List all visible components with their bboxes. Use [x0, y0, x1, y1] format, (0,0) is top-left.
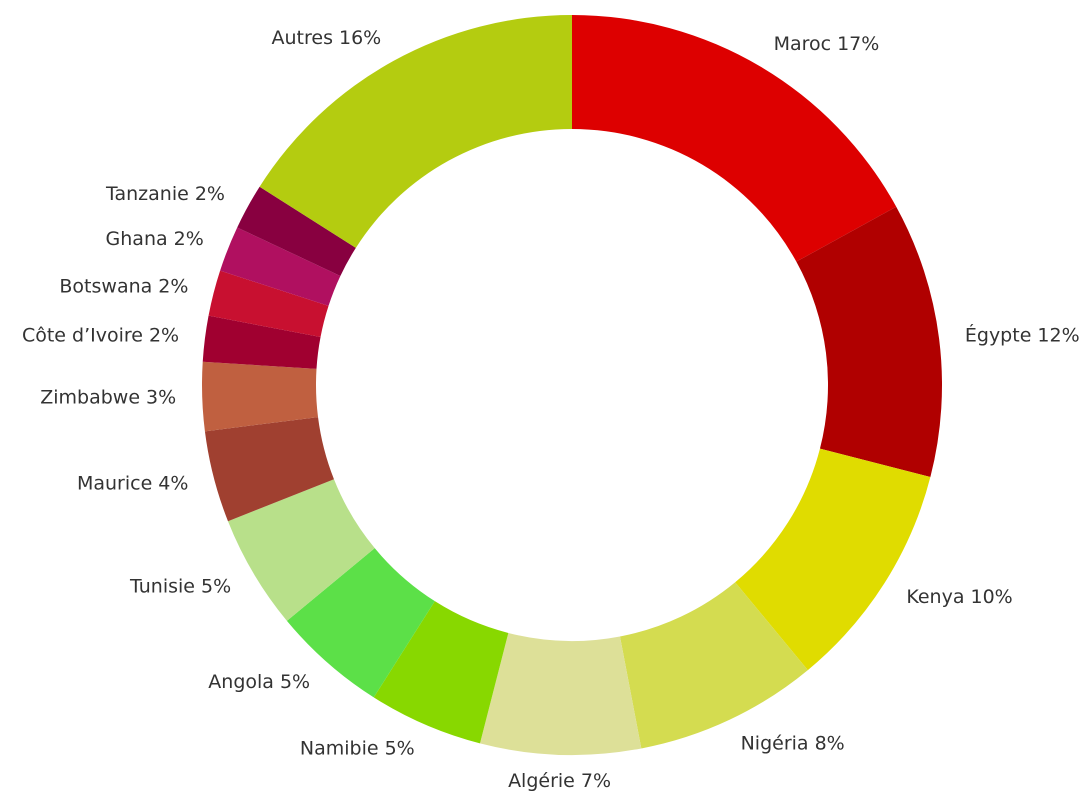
donut-slice [227, 479, 375, 621]
category-name: Maurice [77, 472, 152, 494]
value-label: 16% [339, 26, 381, 48]
donut-slice [208, 270, 329, 338]
category-name: Tunisie [129, 575, 195, 597]
value-label: 17% [837, 33, 879, 55]
value-label: 2% [174, 228, 204, 250]
slice-label: Zimbabwe 3% [40, 386, 176, 408]
donut-slice [479, 632, 642, 755]
donut-slice [619, 582, 808, 749]
value-label: 2% [149, 324, 179, 346]
slice-label: Angola 5% [208, 671, 310, 693]
slice-label: Maroc 17% [774, 33, 880, 55]
donut-slice [237, 186, 356, 277]
slice-label: Algérie 7% [508, 769, 611, 791]
donut-slice [572, 15, 897, 262]
value-label: 2% [158, 275, 188, 297]
slice-label: Botswana 2% [59, 275, 188, 297]
category-name: Maroc [774, 33, 832, 55]
slice-label: Autres 16% [272, 26, 382, 48]
value-label: 5% [280, 671, 310, 693]
donut-slice [796, 206, 942, 478]
category-name: Égypte [965, 323, 1032, 346]
slice-label: Nigéria 8% [741, 732, 845, 754]
slice-label: Ghana 2% [106, 228, 204, 250]
category-name: Angola [208, 671, 274, 693]
value-label: 7% [581, 769, 611, 791]
category-name: Nigéria [741, 732, 809, 754]
category-name: Zimbabwe [40, 386, 140, 408]
slice-label: Côte d’Ivoire 2% [22, 324, 179, 346]
value-label: 3% [146, 386, 176, 408]
slice-label: Kenya 10% [906, 586, 1012, 608]
donut-slice [202, 361, 319, 432]
category-name: Ghana [106, 228, 168, 250]
donut-slice [202, 315, 321, 369]
slice-label: Égypte 12% [965, 323, 1080, 346]
value-label: 12% [1037, 324, 1079, 346]
value-label: 8% [815, 732, 845, 754]
slice-label: Tunisie 5% [129, 575, 231, 597]
category-name: Algérie [508, 769, 575, 791]
category-name: Autres [272, 26, 333, 48]
value-label: 5% [201, 575, 231, 597]
value-label: 4% [158, 472, 188, 494]
donut-slice [286, 548, 435, 698]
donut-slice [220, 227, 341, 306]
category-name: Tanzanie [105, 183, 189, 205]
value-label: 2% [195, 183, 225, 205]
category-name: Botswana [59, 275, 152, 297]
slice-label: Namibie 5% [300, 737, 415, 759]
donut-slice [259, 15, 572, 248]
donut-slice [735, 448, 931, 671]
slice-label: Tanzanie 2% [105, 183, 225, 205]
donut-slice [373, 601, 509, 744]
category-name: Côte d’Ivoire [22, 324, 143, 346]
category-name: Kenya [906, 586, 964, 608]
category-name: Namibie [300, 737, 379, 759]
donut-slice [204, 417, 334, 522]
slice-label: Maurice 4% [77, 472, 188, 494]
value-label: 10% [970, 586, 1012, 608]
value-label: 5% [385, 737, 415, 759]
